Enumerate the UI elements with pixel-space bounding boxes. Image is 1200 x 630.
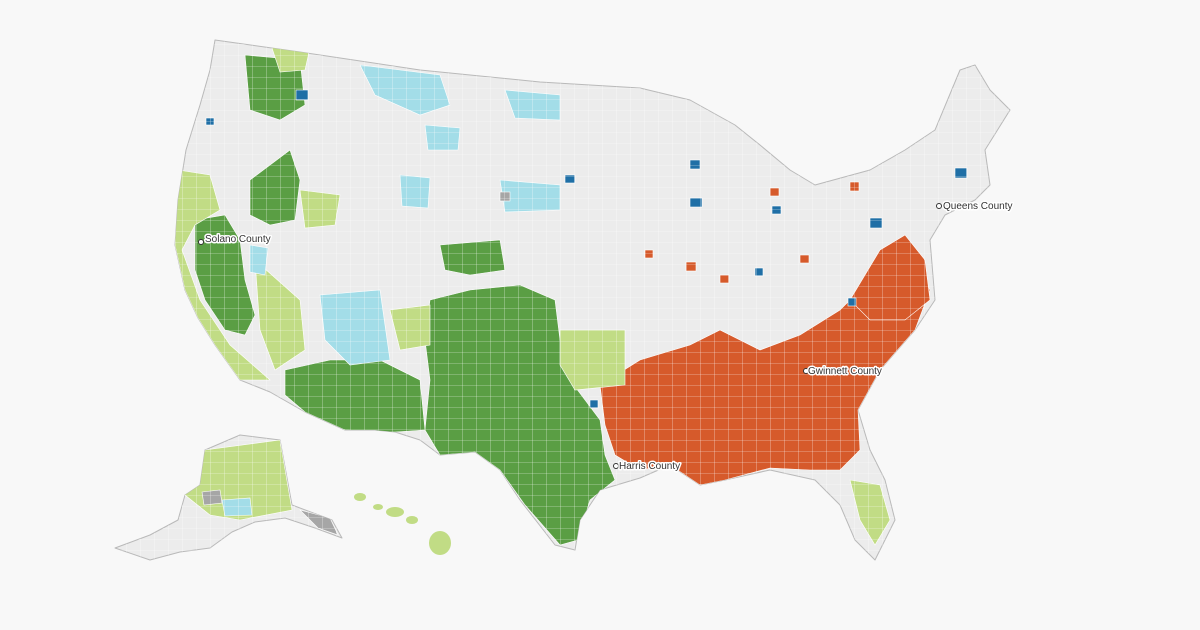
hawaii-islands xyxy=(354,493,451,555)
alaska-county-grid xyxy=(115,435,342,560)
harris-marker xyxy=(613,463,619,469)
solano-county-label: Solano County xyxy=(205,234,271,245)
queens-marker xyxy=(936,203,942,209)
gwinnett-marker xyxy=(803,368,809,374)
gwinnett-county-label: Gwinnett County xyxy=(808,366,882,377)
alaska-fills xyxy=(115,435,342,560)
queens-county-label: Queens County xyxy=(943,201,1013,212)
harris-county-label: Harris County xyxy=(619,461,680,472)
solano-marker xyxy=(198,239,204,245)
county-labels: Solano County Queens County Gwinnett Cou… xyxy=(198,200,1014,474)
